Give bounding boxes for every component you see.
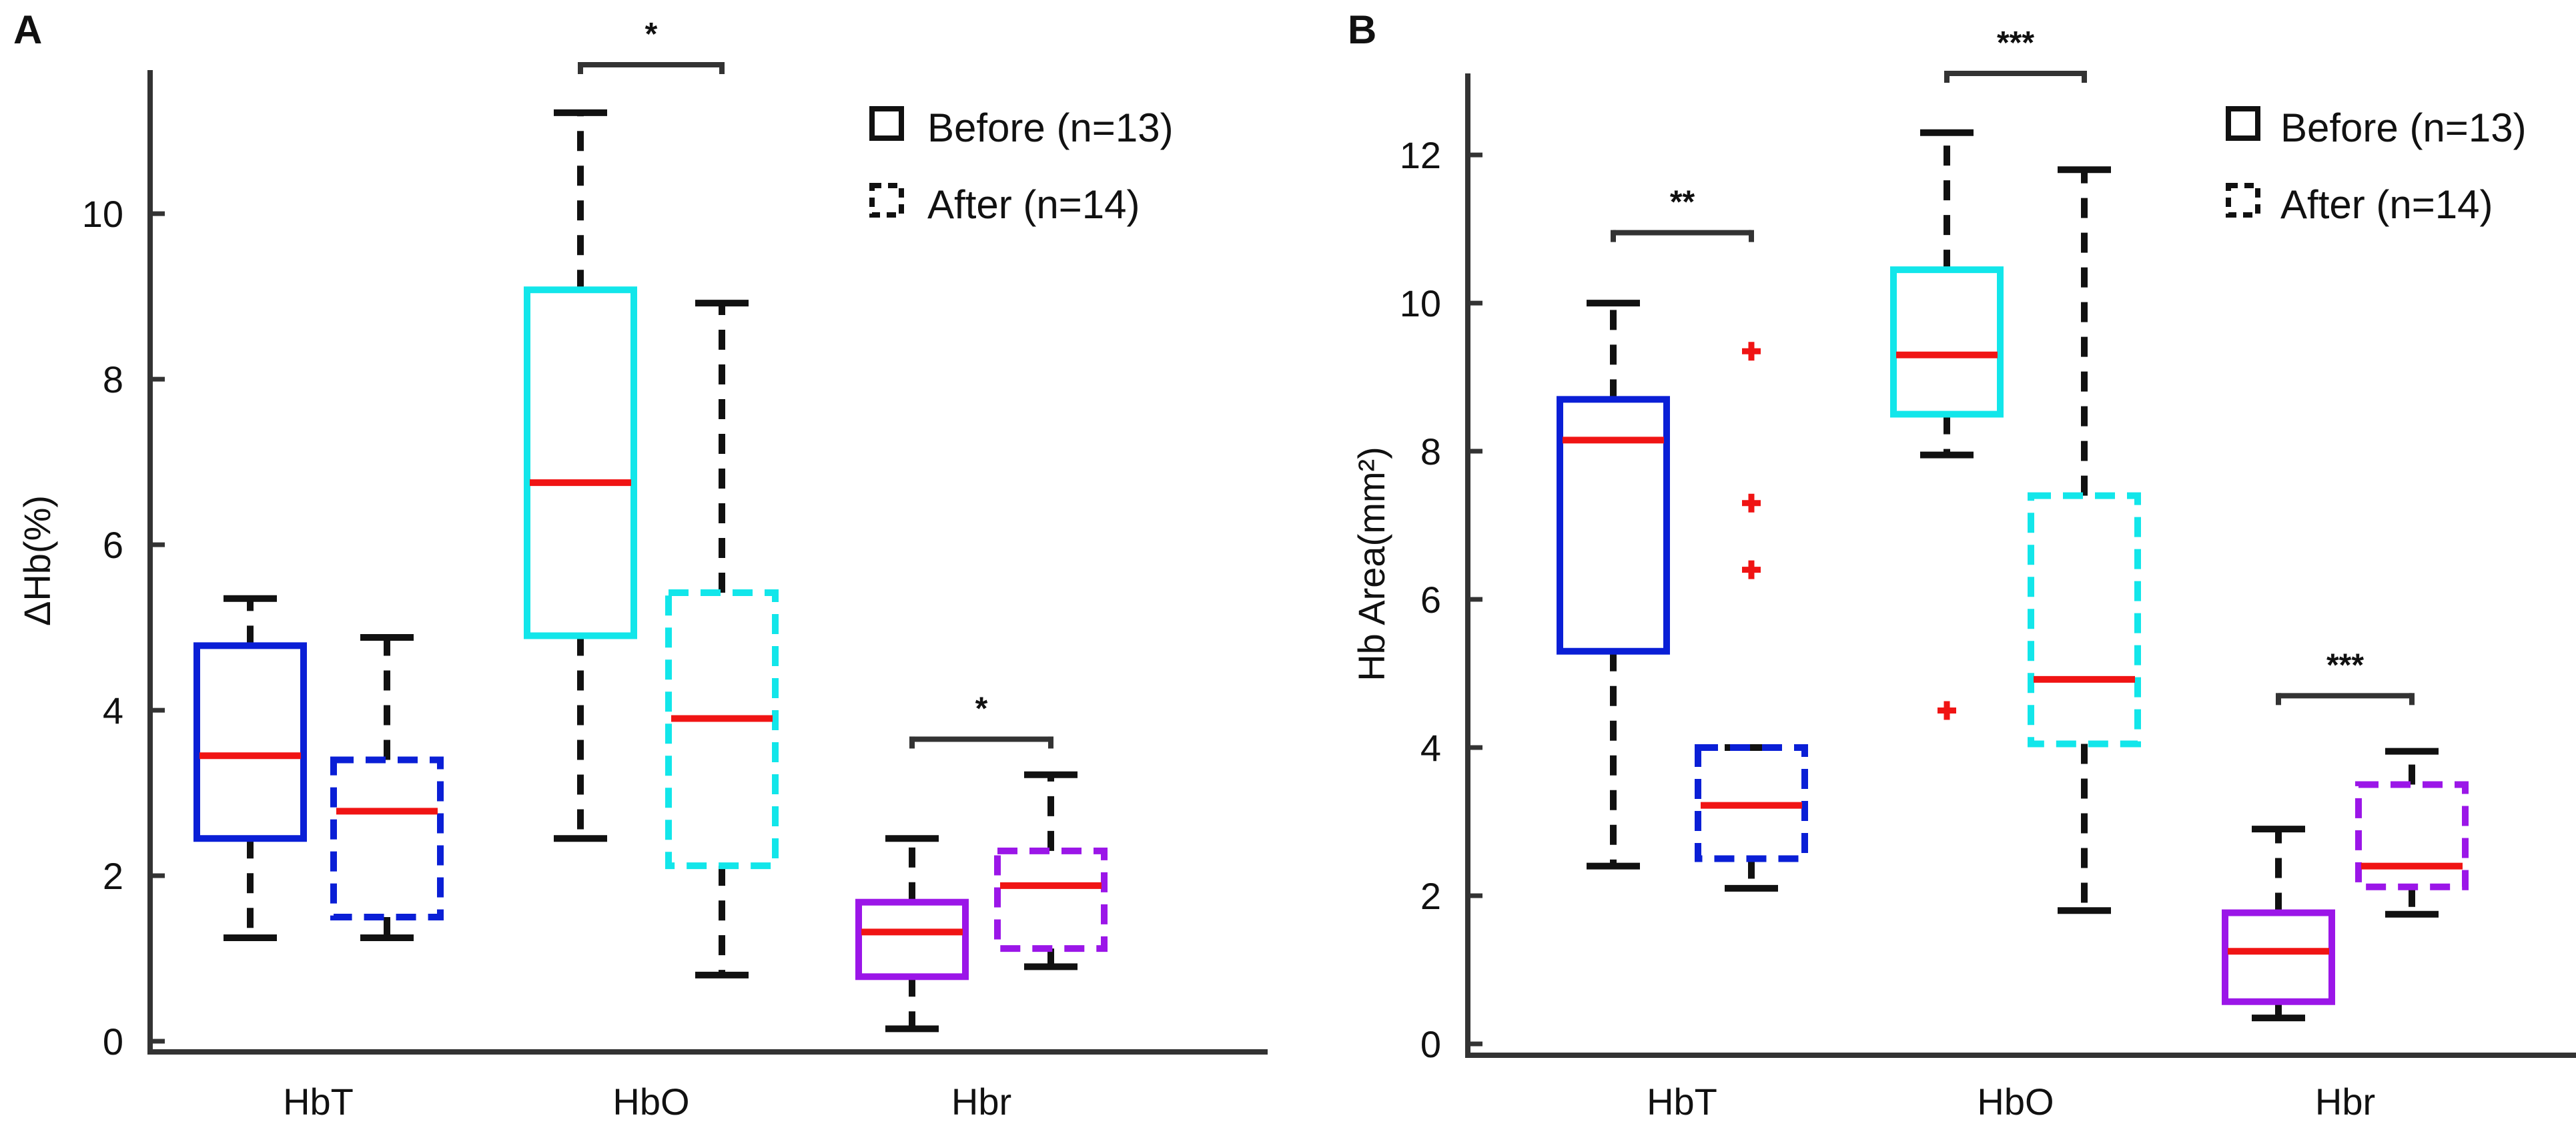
outlier-point bbox=[1742, 560, 1761, 579]
panel-b-category-labels: HbT HbO Hbr bbox=[1647, 1081, 2375, 1123]
box-hbr-after bbox=[2355, 748, 2469, 918]
y-tick-label: 10 bbox=[82, 193, 123, 235]
panel-a-boxes bbox=[193, 109, 1108, 1033]
panel-a-legend: Before (n=13) After (n=14) bbox=[869, 105, 1174, 227]
panel-b-y-ticks: 0 2 4 6 8 10 12 bbox=[1400, 134, 1482, 1065]
significance-bracket: ** bbox=[1611, 185, 1754, 242]
category-label-hbo: HbO bbox=[1977, 1081, 2054, 1123]
significance-bracket: *** bbox=[1944, 25, 2087, 83]
box-hbr-after bbox=[994, 771, 1108, 970]
y-tick-label: 0 bbox=[1420, 1023, 1441, 1065]
significance-bracket: * bbox=[578, 17, 725, 74]
box-hbt-after bbox=[330, 633, 444, 942]
significance-label: ** bbox=[1670, 185, 1695, 220]
y-tick-label: 0 bbox=[103, 1021, 123, 1063]
y-tick-label: 10 bbox=[1400, 282, 1441, 324]
box-iqr bbox=[855, 898, 969, 980]
y-tick-label: 8 bbox=[1420, 431, 1441, 473]
y-tick-label: 2 bbox=[103, 855, 123, 897]
y-tick-label: 6 bbox=[1420, 579, 1441, 621]
box-iqr bbox=[1695, 744, 1808, 862]
panel-b-boxes bbox=[1557, 129, 2469, 1022]
panel-b-letter: B bbox=[1348, 7, 1376, 52]
box-iqr bbox=[1890, 266, 2004, 418]
panel-a-y-ticks: 0 2 4 6 8 10 bbox=[82, 193, 165, 1063]
y-tick-label: 12 bbox=[1400, 134, 1441, 176]
y-tick-label: 6 bbox=[103, 524, 123, 566]
outlier-point bbox=[1742, 493, 1761, 513]
box-iqr bbox=[1557, 396, 1670, 655]
category-label-hbt: HbT bbox=[1647, 1081, 1717, 1123]
box-hbo-before bbox=[524, 109, 637, 842]
box-iqr bbox=[2355, 781, 2469, 890]
y-tick-label: 4 bbox=[1420, 727, 1441, 769]
box-hbo-before bbox=[1890, 129, 2004, 720]
category-label-hbr: Hbr bbox=[951, 1081, 1011, 1123]
box-hbo-after bbox=[2028, 166, 2141, 914]
category-label-hbo: HbO bbox=[612, 1081, 689, 1123]
panel-b-legend: Before (n=13) After (n=14) bbox=[2226, 105, 2527, 227]
outlier-point bbox=[1742, 342, 1761, 361]
box-hbt-after bbox=[1695, 342, 1808, 892]
panel-a-category-labels: HbT HbO Hbr bbox=[283, 1081, 1011, 1123]
legend-before-label: Before (n=13) bbox=[927, 105, 1174, 150]
box-iqr bbox=[524, 286, 637, 639]
panel-b-y-axis-label: Hb Area(mm²) bbox=[1350, 447, 1392, 681]
box-iqr bbox=[330, 756, 444, 921]
panel-b-significance: ******** bbox=[1611, 25, 2415, 705]
box-iqr bbox=[193, 642, 307, 842]
panel-a-significance: ** bbox=[578, 17, 1053, 749]
box-hbt-before bbox=[1557, 300, 1670, 870]
legend-solid-swatch bbox=[869, 106, 904, 141]
category-label-hbr: Hbr bbox=[2315, 1081, 2375, 1123]
legend-after-label: After (n=14) bbox=[927, 182, 1140, 227]
box-iqr bbox=[2222, 909, 2335, 1005]
legend-before-label: Before (n=13) bbox=[2280, 105, 2527, 150]
panel-a-y-axis-label: ΔHb(%) bbox=[16, 495, 58, 626]
significance-label: *** bbox=[2326, 647, 2364, 683]
box-iqr bbox=[665, 589, 779, 870]
legend-dashed-swatch bbox=[2226, 183, 2260, 218]
category-label-hbt: HbT bbox=[283, 1081, 354, 1123]
y-tick-label: 2 bbox=[1420, 875, 1441, 917]
outlier-point bbox=[1938, 701, 1956, 720]
box-hbo-after bbox=[665, 300, 779, 978]
y-tick-label: 8 bbox=[103, 358, 123, 400]
y-tick-label: 4 bbox=[103, 689, 123, 732]
significance-label: * bbox=[645, 17, 658, 52]
legend-after-label: After (n=14) bbox=[2280, 182, 2493, 227]
significance-bracket: *** bbox=[2276, 647, 2415, 705]
box-iqr bbox=[994, 847, 1108, 952]
legend-dashed-swatch bbox=[869, 183, 904, 218]
box-hbr-before bbox=[2222, 826, 2335, 1022]
significance-bracket: * bbox=[909, 691, 1053, 749]
significance-label: *** bbox=[1997, 25, 2034, 61]
panel-a-letter: A bbox=[13, 7, 42, 52]
significance-label: * bbox=[975, 691, 988, 726]
box-hbt-before bbox=[193, 595, 307, 942]
box-iqr bbox=[2028, 492, 2141, 748]
box-hbr-before bbox=[855, 835, 969, 1033]
legend-solid-swatch bbox=[2226, 106, 2260, 141]
